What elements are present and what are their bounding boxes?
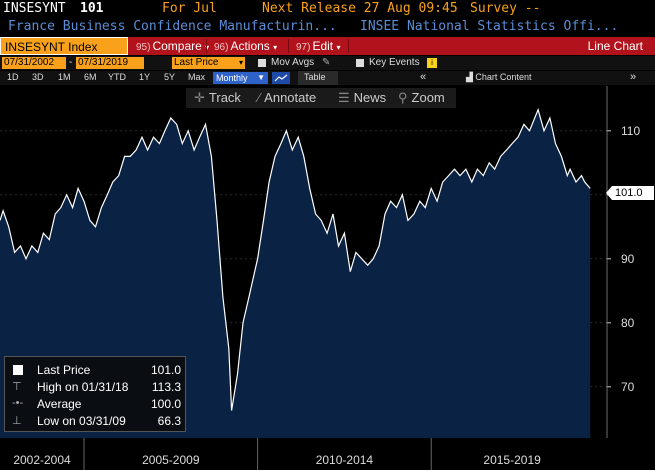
x-period-label: 2002-2004 (13, 453, 71, 467)
pencil-icon[interactable]: ✎ (322, 57, 331, 68)
period-1m[interactable]: 1M (58, 72, 71, 82)
chart-tools: ✛ Track ∕ Annotate ☰ News ⚲ Zoom (186, 88, 456, 108)
security-header: INSESYNT 101 For Jul Next Release 27 Aug… (0, 0, 655, 18)
x-period-label: 2010-2014 (316, 453, 374, 467)
legend-high: ⊤ High on 01/31/18 113.3 (12, 380, 181, 394)
series-swatch-icon (13, 365, 23, 375)
mov-avgs-label: Mov Avgs (271, 57, 315, 68)
actions-button[interactable]: 96) Actions ▾ (214, 39, 278, 53)
last-price-badge: 101.0 (606, 186, 654, 200)
legend-average: -•- Average 100.0 (12, 397, 181, 411)
edit-button[interactable]: 97) Edit ▾ (296, 39, 341, 53)
news-icon: ☰ (338, 90, 350, 105)
chart-type-title: Line Chart (587, 39, 643, 53)
period-6m[interactable]: 6M (84, 72, 97, 82)
start-date-field[interactable]: 07/31/2002 (2, 57, 66, 69)
y-tick-label: 70 (621, 380, 635, 394)
y-axis: 708090100110 (606, 86, 641, 438)
key-events-checkbox[interactable] (356, 59, 364, 67)
y-tick-label: 80 (621, 316, 635, 330)
range-row: 07/31/2002 - 07/31/2019 Last Price ▾ Mov… (0, 56, 655, 70)
line-chart-icon[interactable] (272, 72, 290, 84)
price-field-select[interactable]: Last Price ▾ (172, 57, 245, 69)
dropdown-arrow-icon: ▾ (336, 43, 341, 52)
collapse-left-icon[interactable]: « (420, 71, 427, 83)
survey-label: Survey -- (470, 1, 541, 16)
legend-last-price: Last Price 101.0 (9, 363, 181, 380)
period-1y[interactable]: 1Y (139, 72, 151, 82)
annotate-button[interactable]: ∕ Annotate (258, 90, 317, 105)
period-5y[interactable]: 5Y (164, 72, 176, 82)
period-1d[interactable]: 1D (7, 72, 19, 82)
y-tick-label: 110 (621, 124, 640, 138)
x-period-label: 2015-2019 (483, 453, 541, 467)
description-text: France Business Confidence Manufacturin.… (8, 19, 337, 34)
table-button[interactable]: Table (298, 71, 338, 85)
frequency-select[interactable]: Monthly ▼ (213, 72, 268, 84)
period-ytd[interactable]: YTD (108, 72, 126, 82)
legend-low: ⊥ Low on 03/31/09 66.3 (12, 414, 181, 428)
average-marker-icon: -•- (12, 397, 24, 409)
period-max[interactable]: Max (188, 72, 206, 82)
compare-button[interactable]: 95) Compare ▾ (136, 39, 210, 53)
ticker-label: INSESYNT (3, 1, 66, 16)
series-area (0, 109, 591, 438)
security-description: France Business Confidence Manufacturin.… (0, 18, 655, 36)
key-events-label: Key Events (369, 57, 420, 68)
high-marker-icon: ⊤ (12, 381, 22, 393)
dropdown-arrow-icon: ▾ (205, 43, 210, 52)
magnifier-icon: ⚲ (398, 90, 408, 105)
x-period-label: 2005-2009 (142, 453, 200, 467)
mov-avgs-checkbox[interactable] (258, 59, 266, 67)
chart-content-button[interactable]: ▟ Chart Content (466, 72, 532, 82)
period-label: For Jul (162, 1, 217, 16)
expand-right-icon[interactable]: » (630, 71, 637, 83)
crosshair-icon: ✛ (194, 90, 205, 105)
source-text: INSEE National Statistics Offi... (360, 19, 619, 34)
zoom-button[interactable]: ⚲ Zoom (398, 90, 445, 105)
chart-content-icon: ▟ (466, 72, 476, 82)
low-marker-icon: ⊥ (12, 415, 22, 427)
pencil-icon: ∕ (258, 90, 261, 105)
function-toolbar: INSESYNT Index 95) Compare ▾ 96) Actions ▾… (0, 37, 655, 55)
period-row: 1D 3D 1M 6M YTD 1Y 5Y Max Monthly ▼ Tabl… (0, 71, 655, 85)
x-axis-band (0, 438, 655, 470)
dropdown-arrow-icon: ▼ (257, 73, 265, 82)
end-date-field[interactable]: 07/31/2019 (76, 57, 144, 69)
x-axis: 2002-2004 2005-2009 2010-2014 2015-2019 (0, 438, 655, 470)
chart-legend[interactable]: Last Price 101.0 ⊤ High on 01/31/18 113.3 … (4, 356, 186, 432)
news-button[interactable]: ☰ News (338, 90, 387, 105)
security-field[interactable]: INSESYNT Index (0, 37, 128, 55)
current-value: 101 (80, 1, 104, 16)
next-release: Next Release 27 Aug 09:45 (262, 1, 458, 16)
dropdown-arrow-icon: ▾ (273, 43, 278, 52)
series-line (0, 107, 591, 411)
dropdown-arrow-icon: ▾ (238, 58, 243, 67)
line-chart[interactable]: 708090100110 2002-20042005-20092010-2014… (0, 86, 655, 470)
period-3d[interactable]: 3D (32, 72, 44, 82)
y-tick-label: 90 (621, 252, 635, 266)
track-button[interactable]: ✛ Track (194, 90, 241, 105)
info-icon[interactable]: i (427, 58, 437, 68)
